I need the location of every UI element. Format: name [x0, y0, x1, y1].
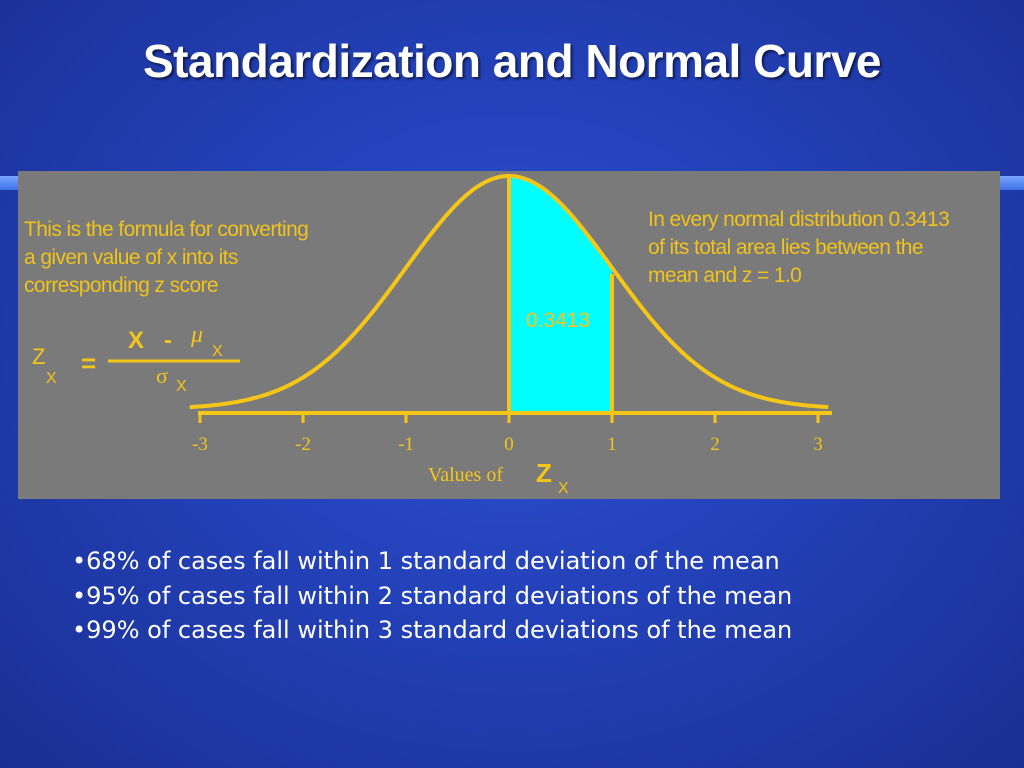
normal-curve-svg: -3 -2 -1 0 1 2 3 0.3413 Values of Z X Z X = X … — [32, 174, 832, 497]
normal-curve-figure: -3 -2 -1 0 1 2 3 0.3413 Values of Z X Z X = X … — [18, 171, 1000, 499]
bullet-item: •95% of cases fall within 2 standard dev… — [72, 581, 793, 610]
formula-z-sub: X — [46, 370, 57, 387]
area-label: 0.3413 — [526, 309, 590, 332]
formula-sigma-sub: X — [176, 378, 187, 395]
axis-label-sub: X — [558, 480, 569, 497]
formula-minus: - — [164, 327, 172, 354]
bullet-list: •68% of cases fall within 1 standard dev… — [72, 544, 972, 648]
bullet-item: •99% of cases fall within 3 standard dev… — [72, 616, 793, 644]
x-axis-tick-label: -3 — [192, 434, 208, 455]
formula-equals: = — [81, 348, 96, 378]
x-axis-tick-label: 3 — [813, 434, 823, 455]
slide-title: Standardization and Normal Curve — [142, 35, 882, 87]
axis-label-var: Z — [536, 458, 552, 488]
shaded-area-0-to-1 — [509, 176, 612, 413]
x-axis-tick-label: 0 — [504, 434, 514, 455]
formula-mu-sub: X — [212, 343, 223, 360]
x-axis-tick-label: -1 — [398, 434, 414, 455]
formula-x: X — [128, 327, 144, 354]
accent-bar-right — [1000, 176, 1024, 190]
formula-note: This is the formula for converting a giv… — [24, 218, 309, 297]
formula-mu: μ — [190, 322, 203, 348]
axis-label-text: Values of — [428, 464, 503, 486]
accent-bar-left — [0, 176, 18, 190]
x-axis-tick-label: 2 — [710, 434, 720, 455]
formula-sigma: σ — [156, 363, 168, 388]
x-axis-tick-label: -2 — [295, 434, 311, 455]
z-score-formula: Z X = X - μ X σ X — [32, 322, 240, 395]
x-axis-ticks — [198, 413, 820, 423]
bullet-item: •68% of cases fall within 1 standard dev… — [72, 547, 780, 575]
x-axis-tick-label: 1 — [607, 434, 617, 455]
x-axis-tick-labels: -3 -2 -1 0 1 2 3 — [192, 434, 823, 455]
formula-z: Z — [32, 344, 45, 369]
area-note: In every normal distribution 0.3413 of i… — [648, 208, 950, 287]
